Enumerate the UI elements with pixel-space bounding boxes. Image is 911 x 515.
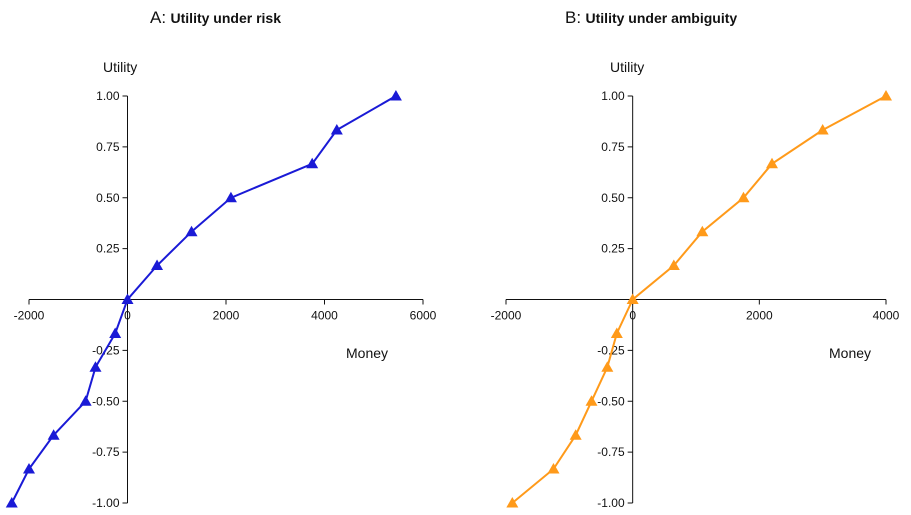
y-axis-label: Utility <box>103 59 138 75</box>
data-point-marker <box>121 293 134 304</box>
data-point-marker <box>224 191 237 203</box>
title-text: Utility under risk <box>170 10 281 26</box>
y-axis-label: Utility <box>610 59 645 75</box>
y-tick-label: 0.50 <box>96 191 120 205</box>
x-tick-label: 0 <box>629 309 636 323</box>
y-tick-label: -1.00 <box>92 496 120 510</box>
chart-a-svg: -1.00-0.75-0.50-0.250.250.500.751.00-200… <box>5 89 437 510</box>
data-point-marker <box>5 497 18 508</box>
data-point-marker <box>330 123 343 135</box>
data-point-marker <box>306 157 319 169</box>
data-point-marker <box>569 429 582 440</box>
x-tick-label: 2000 <box>746 309 773 323</box>
data-point-marker <box>696 225 709 237</box>
chart-panel-a: A: Utility under risk Utility Money -1.0… <box>0 0 455 515</box>
data-point-marker <box>79 395 92 406</box>
data-point-marker <box>506 497 519 508</box>
x-tick-label: 4000 <box>311 309 338 323</box>
y-tick-label: -0.75 <box>597 445 625 459</box>
y-tick-label: 0.75 <box>96 140 120 154</box>
data-point-marker <box>89 361 102 372</box>
data-point-marker <box>667 259 680 271</box>
x-tick-label: 0 <box>124 309 131 323</box>
y-tick-label: 0.25 <box>601 242 625 256</box>
chart-title: B: Utility under ambiguity <box>565 8 737 28</box>
x-axis-label: Money <box>346 345 389 361</box>
data-point-marker <box>585 395 598 406</box>
y-tick-label: -0.50 <box>92 394 120 408</box>
x-axis-label: Money <box>829 345 872 361</box>
data-point-marker <box>610 327 623 338</box>
data-point-marker <box>109 327 122 338</box>
data-point-marker <box>185 225 198 237</box>
x-tick-label: 2000 <box>213 309 240 323</box>
chart-title: A: Utility under risk <box>150 8 281 28</box>
data-point-marker <box>880 90 892 101</box>
chart-b-svg: -1.00-0.75-0.50-0.250.250.500.751.00-200… <box>491 89 900 510</box>
y-tick-label: -0.75 <box>92 445 120 459</box>
data-point-marker <box>389 90 402 101</box>
data-point-marker <box>737 191 750 203</box>
x-tick-label: 4000 <box>873 309 900 323</box>
data-point-marker <box>47 429 60 440</box>
y-tick-label: 1.00 <box>96 89 120 103</box>
y-tick-label: -0.50 <box>597 394 625 408</box>
data-point-marker <box>626 293 639 304</box>
y-tick-label: 0.25 <box>96 242 120 256</box>
data-point-marker <box>816 123 829 135</box>
y-tick-label: 0.75 <box>601 140 625 154</box>
title-text: Utility under ambiguity <box>585 10 738 26</box>
data-point-marker <box>601 361 614 372</box>
x-tick-label: -2000 <box>491 309 522 323</box>
y-tick-label: -1.00 <box>597 496 625 510</box>
data-point-marker <box>151 259 164 271</box>
data-point-marker <box>766 157 778 169</box>
data-point-marker <box>23 463 35 474</box>
panel-letter: B: <box>565 8 582 27</box>
chart-panel-b: B: Utility under ambiguity Utility Money… <box>455 0 911 515</box>
y-tick-label: 1.00 <box>601 89 625 103</box>
x-tick-label: 6000 <box>410 309 437 323</box>
data-point-marker <box>547 463 560 474</box>
x-tick-label: -2000 <box>14 309 45 323</box>
panel-letter: A: <box>150 8 167 27</box>
y-tick-label: 0.50 <box>601 191 625 205</box>
